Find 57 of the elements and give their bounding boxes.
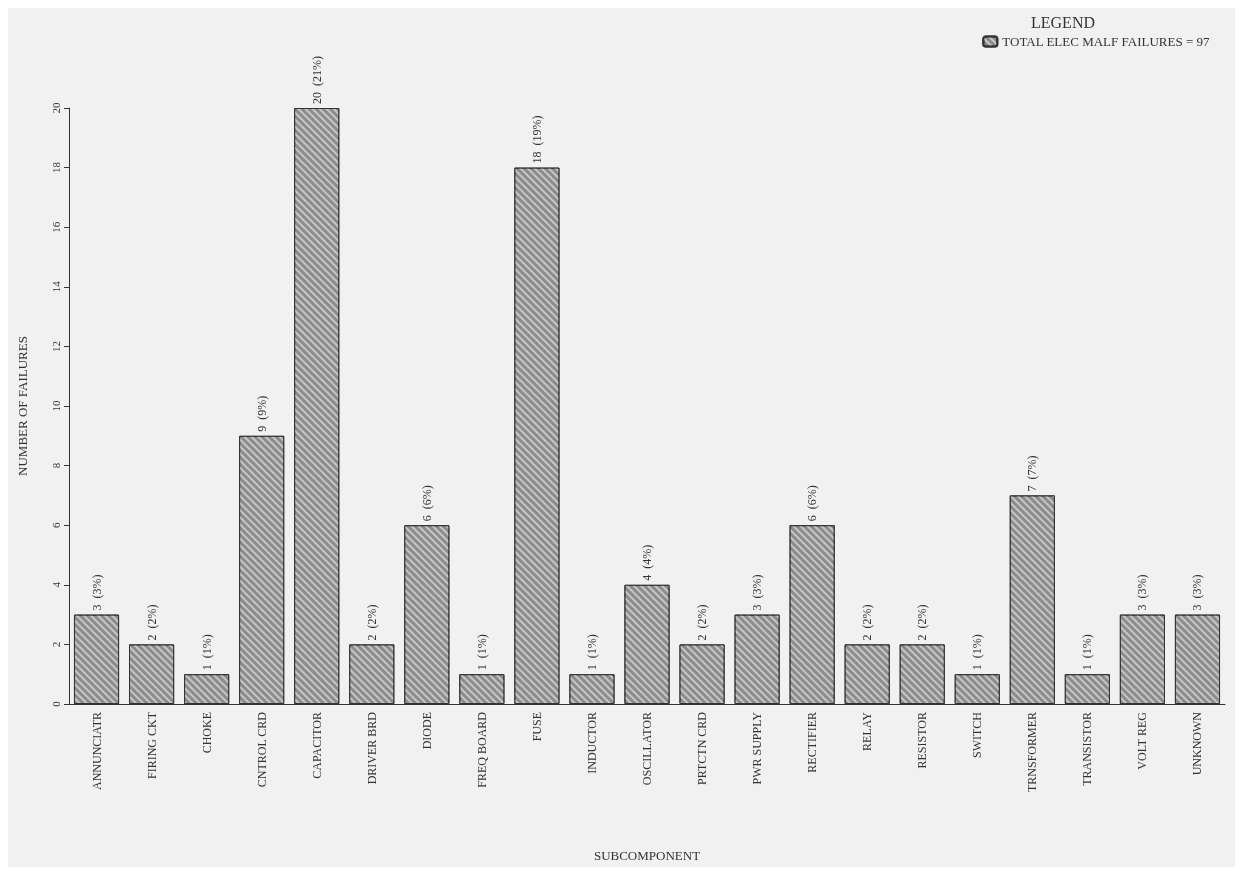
- x-tick-label: SWITCH: [970, 711, 985, 758]
- data-label: 1 (1%): [474, 634, 489, 671]
- legend-title: LEGEND: [1031, 13, 1095, 31]
- x-tick-label: FIRING CKT: [144, 711, 159, 780]
- data-label: 2 (2%): [364, 604, 379, 641]
- y-tick-label: 2: [49, 641, 62, 648]
- y-tick-label: 18: [49, 161, 62, 174]
- x-tick-label: ANNUNCIATR: [89, 712, 104, 790]
- data-label: 1 (1%): [970, 634, 985, 671]
- data-label: 1 (1%): [1080, 634, 1095, 671]
- x-tick-label: OSCILLATOR: [640, 712, 654, 786]
- data-label: 2 (2%): [915, 604, 930, 641]
- data-label: 6 (6%): [805, 485, 820, 522]
- data-label: 3 (3%): [1135, 574, 1150, 611]
- x-tick-label: TRANSISTOR: [1080, 712, 1095, 786]
- x-tick-label: PRTCTN CRD: [695, 711, 710, 785]
- data-label: 6 (6%): [419, 485, 434, 522]
- y-tick-label: 0: [49, 700, 62, 707]
- x-tick-label: FREQ BOARD: [474, 711, 489, 788]
- data-label: 7 (7%): [1025, 455, 1040, 492]
- y-tick-label: 20: [49, 102, 62, 114]
- data-label: 18 (19%): [529, 115, 544, 164]
- x-tick-label: DRIVER BRD: [364, 711, 379, 785]
- x-tick-label: RECTIFIER: [805, 712, 820, 773]
- data-label: 2 (2%): [144, 604, 159, 641]
- y-tick-label: 6: [49, 521, 62, 528]
- data-label: 3 (3%): [89, 574, 104, 611]
- x-tick-label: FUSE: [529, 712, 544, 742]
- x-tick-label: RESISTOR: [915, 712, 930, 769]
- y-tick-label: 16: [49, 221, 62, 233]
- data-label: 3 (3%): [750, 574, 765, 611]
- data-label: 1 (1%): [199, 634, 214, 671]
- y-tick-label: 4: [49, 581, 62, 588]
- x-tick-label: VOLT REG: [1135, 711, 1150, 770]
- y-axis-title: NUMBER OF FAILURES: [15, 336, 30, 476]
- x-tick-label: UNKNOWN: [1190, 711, 1205, 776]
- x-tick-label: CHOKE: [199, 712, 214, 754]
- x-tick-label: RELAY: [860, 711, 875, 751]
- data-label: 20 (21%): [309, 56, 324, 104]
- data-label: 2 (2%): [860, 604, 875, 641]
- x-tick-label: TRNSFORMER: [1025, 712, 1040, 793]
- data-label: 4 (4%): [640, 544, 654, 581]
- y-tick-label: 12: [49, 340, 62, 352]
- y-tick-label: 10: [49, 400, 62, 412]
- x-tick-label: PWR SUPPLY: [750, 711, 765, 785]
- data-label: 3 (3%): [1190, 574, 1205, 611]
- x-tick-label: INDUCTOR: [584, 712, 599, 774]
- data-label: 2 (2%): [695, 604, 710, 641]
- x-tick-label: DIODE: [419, 712, 434, 750]
- y-tick-label: 8: [49, 462, 62, 469]
- x-tick-label: CAPACITOR: [309, 712, 324, 779]
- data-label: 1 (1%): [584, 634, 599, 671]
- x-tick-label: CNTROL CRD: [254, 711, 269, 788]
- data-label: 9 (9%): [254, 395, 269, 432]
- y-tick-label: 14: [49, 280, 62, 293]
- legend-label: TOTAL ELEC MALF FAILURES = 97: [1002, 34, 1211, 49]
- x-axis-title: SUBCOMPONENT: [593, 848, 701, 863]
